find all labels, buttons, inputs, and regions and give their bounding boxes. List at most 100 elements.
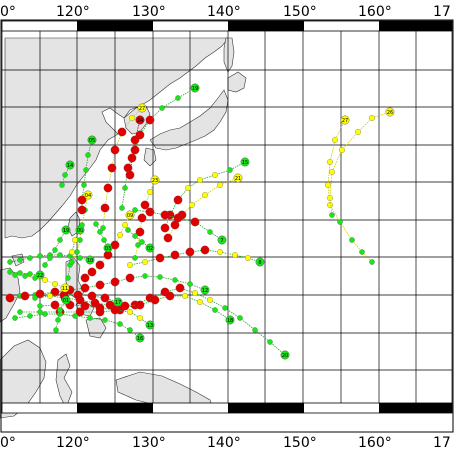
- track-number-label: 01: [63, 298, 69, 304]
- land-sulawesi: [55, 353, 73, 409]
- track-point-storm: [327, 159, 333, 165]
- track-point-depression: [77, 255, 83, 261]
- track-point-typhoon: [145, 115, 155, 125]
- track-point-storm: [197, 299, 203, 305]
- track-number-badge: [255, 257, 265, 267]
- lon-label-top: 140°: [207, 4, 241, 20]
- track-number-badge: [135, 333, 145, 343]
- track-number-badge: [61, 225, 71, 235]
- track-point-typhoon: [160, 210, 170, 220]
- track-number-badge: [200, 285, 210, 295]
- track-number-label: 05: [89, 138, 95, 144]
- track-point-depression: [32, 275, 38, 281]
- track-number-label: 27: [139, 106, 145, 112]
- track-point-storm: [327, 202, 333, 208]
- track-point-typhoon: [200, 245, 210, 255]
- typhoon-tracks: 27 26 19 27 15 21 7 8 20 18 12 16 17 13 22 11 10 06 04 09 23…: [5, 83, 395, 360]
- typhoon-track: 01: [53, 295, 71, 333]
- typhoon-track: 22: [7, 269, 45, 280]
- track-point-typhoon: [173, 195, 183, 205]
- track-point-depression: [132, 255, 138, 261]
- track-point-depression: [32, 295, 38, 301]
- track-point-storm: [192, 290, 198, 296]
- track-point-depression: [59, 182, 65, 188]
- track-number-badge: [135, 115, 145, 125]
- track-point-storm: [72, 237, 78, 243]
- track-point-typhoon: [77, 195, 87, 205]
- track-point-storm: [127, 262, 133, 268]
- track-number-label: 10: [87, 258, 93, 264]
- lon-label-bottom: 150°: [283, 435, 317, 451]
- top-scale-segment: [379, 21, 452, 31]
- typhoon-track: 12: [5, 273, 210, 303]
- track-point-storm: [329, 169, 335, 175]
- track-point-depression: [207, 229, 213, 235]
- track-point-depression: [65, 275, 71, 281]
- track-number-badge: [137, 103, 147, 113]
- track-point-storm: [52, 281, 58, 287]
- track-number-label: 15: [242, 160, 248, 166]
- track-point-depression: [52, 247, 58, 253]
- land-sakhalin: [223, 37, 235, 73]
- track-point-typhoon: [160, 223, 170, 233]
- track-point-storm: [42, 277, 48, 283]
- track-point-depression: [122, 185, 128, 191]
- track-point-typhoon: [127, 153, 137, 163]
- land-japan-honshu: [149, 89, 229, 151]
- typhoon-track: 7: [132, 207, 227, 245]
- track-point-typhoon: [77, 205, 87, 215]
- lat-lon-grid: [1, 31, 453, 403]
- track-point-depression: [47, 255, 53, 261]
- track-point-depression: [12, 272, 18, 278]
- track-number-badge: [280, 350, 290, 360]
- track-number-label: 13: [147, 323, 153, 329]
- track-number-label: 09: [127, 213, 133, 219]
- track-point-typhoon: [80, 301, 90, 311]
- track-point-depression: [57, 307, 63, 313]
- track-point-depression: [100, 225, 106, 231]
- track-number-badge: [385, 107, 395, 117]
- track-point-depression: [101, 237, 107, 243]
- track-point-typhoon: [73, 290, 83, 300]
- land-borneo: [0, 339, 47, 419]
- typhoon-track: 26: [327, 107, 395, 218]
- track-path: [55, 299, 67, 331]
- lon-label-top: 130°: [132, 4, 166, 20]
- track-number-badge: [240, 157, 250, 167]
- track-point-typhoon: [95, 303, 105, 313]
- track-point-depression: [172, 277, 178, 283]
- track-path: [129, 249, 261, 266]
- track-point-depression: [222, 305, 228, 311]
- track-path: [127, 229, 151, 249]
- typhoon-track: 19: [42, 225, 71, 268]
- bottom-scale-segment: [379, 403, 452, 413]
- track-point-depression: [55, 317, 61, 323]
- top-scale-segment: [228, 21, 304, 31]
- track-number-badge: [145, 320, 155, 330]
- track-number-label: 02: [147, 246, 153, 252]
- track-point-depression: [22, 273, 28, 279]
- track-point-typhoon: [150, 295, 160, 305]
- track-number-badge: [60, 283, 70, 293]
- track-point-typhoon: [175, 283, 185, 293]
- lon-label-top: 160°: [358, 4, 392, 20]
- typhoon-track: 27: [325, 115, 375, 265]
- track-point-storm: [142, 259, 148, 265]
- track-point-storm: [325, 182, 331, 188]
- track-point-depression: [212, 307, 218, 313]
- track-point-storm: [355, 129, 361, 135]
- track-point-depression: [132, 207, 138, 213]
- lon-label-bottom: 140°: [207, 435, 241, 451]
- track-point-typhoon: [100, 293, 110, 303]
- track-number-label: 19: [63, 228, 69, 234]
- track-point-typhoon: [100, 203, 110, 213]
- track-point-depression: [74, 249, 80, 255]
- track-point-depression: [87, 315, 93, 321]
- lon-label-bottom: 120°: [56, 435, 90, 451]
- track-number-badge: [65, 160, 75, 170]
- track-point-depression: [159, 105, 165, 111]
- track-number-label: 11: [62, 286, 68, 292]
- track-point-depression: [85, 152, 91, 158]
- track-point-depression: [37, 253, 43, 259]
